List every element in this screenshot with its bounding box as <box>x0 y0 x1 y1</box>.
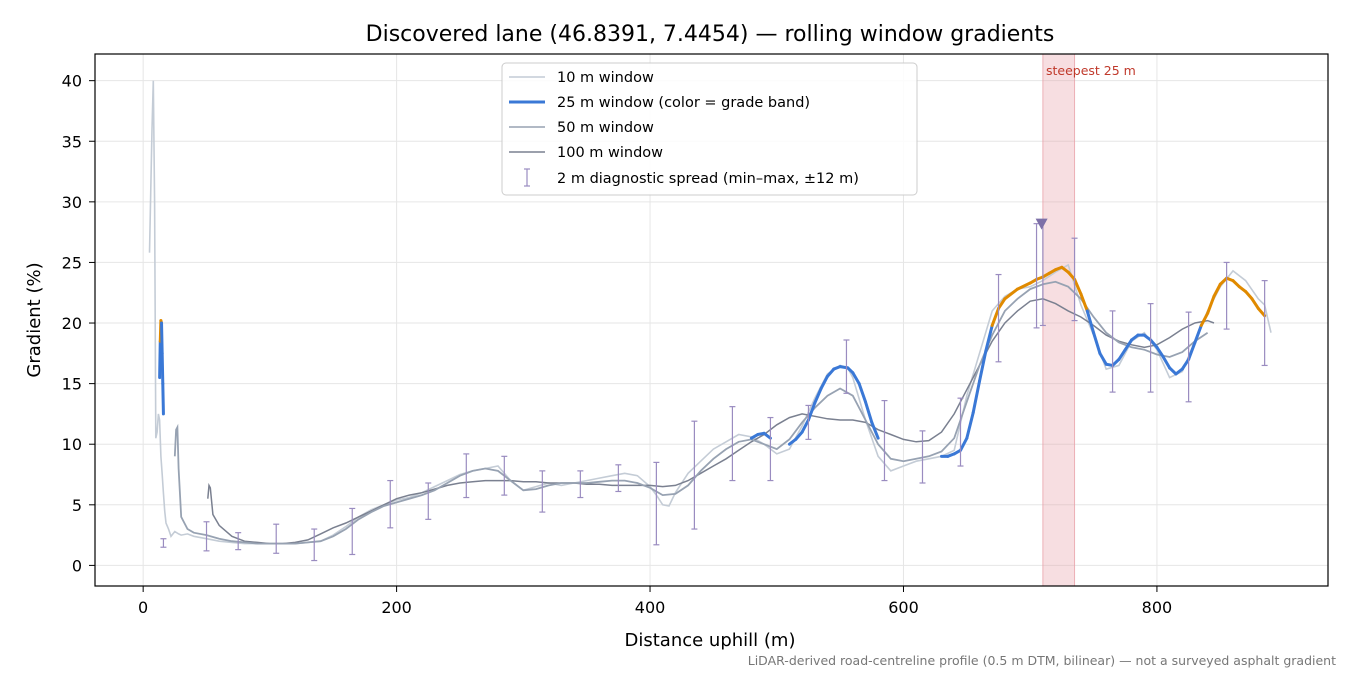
legend-label-10m: 10 m window <box>557 70 654 86</box>
series-50m-line <box>173 280 1209 545</box>
x-tick-label: 0 <box>138 598 148 617</box>
series-25m-segment <box>863 400 874 424</box>
series-25m-segment <box>1250 297 1260 310</box>
series-25m-segment <box>1098 351 1108 366</box>
y-tick-label: 25 <box>62 253 82 272</box>
series-25m-segment <box>825 367 836 378</box>
series-25m-segment <box>1244 290 1254 301</box>
axis-ticks: 0 200 400 600 800 0 5 10 15 20 25 30 35 40 <box>62 72 1173 617</box>
x-axis-label: Distance uphill (m) <box>625 630 796 651</box>
series-25m-segment <box>806 401 817 422</box>
series-25m-segment <box>1016 281 1032 291</box>
series-25m-segment <box>990 306 1001 327</box>
y-tick-label: 0 <box>72 556 82 575</box>
series-25m-segment <box>857 382 867 404</box>
y-tick-label: 15 <box>62 375 82 394</box>
series-25m-segment <box>851 371 861 386</box>
series-25m-segment <box>984 323 994 353</box>
series-25m-segment <box>800 418 810 434</box>
legend-label-50m: 50 m window <box>557 120 654 136</box>
series-25m-segment <box>158 339 162 380</box>
series-25m-segment <box>1085 309 1096 335</box>
series-25m-segment <box>160 351 165 386</box>
series-25m-segment <box>997 297 1007 310</box>
series-25m-segment <box>794 430 804 441</box>
series-25m-segment <box>1066 270 1077 281</box>
y-tick-label: 35 <box>62 132 82 151</box>
series-25m-segment <box>978 349 988 383</box>
series-25m-segment <box>1193 323 1203 344</box>
series-25m-segment <box>1003 287 1020 301</box>
series-25m-segment <box>971 379 982 415</box>
series-25m-segment <box>1123 338 1134 352</box>
legend-label-100m: 100 m window <box>557 145 663 161</box>
legend-swatch-spread <box>524 168 530 187</box>
series-25m-segment <box>1256 306 1267 318</box>
y-tick-label: 10 <box>62 435 82 454</box>
series-25m-segment <box>1092 331 1102 355</box>
series-layer <box>148 80 1272 545</box>
legend-label-spread: 2 m diagnostic spread (min–max, ±12 m) <box>557 171 859 187</box>
series-25m-segment <box>813 386 823 405</box>
series-25m-segment <box>1199 311 1210 327</box>
series-25m-segment <box>762 431 772 440</box>
legend-label-25m: 25 m window (color = grade band) <box>557 95 810 111</box>
plot-frame <box>94 53 1329 587</box>
x-tick-label: 200 <box>381 598 412 617</box>
footnote: LiDAR-derived road-centreline profile (0… <box>748 653 1336 668</box>
legend: 10 m window 25 m window (color = grade b… <box>501 62 918 196</box>
series-25m-segment <box>1180 357 1191 371</box>
series-25m-segment <box>870 420 880 440</box>
series-25m-segment <box>1073 277 1083 296</box>
y-tick-label: 40 <box>62 72 82 91</box>
chart-title: Discovered lane (46.8391, 7.4454) — roll… <box>366 22 1055 47</box>
legend-box <box>501 62 918 196</box>
series-25m-segment <box>1079 292 1089 313</box>
series-10m-line <box>148 80 1272 545</box>
series-25m-segment <box>1149 338 1159 349</box>
y-tick-label: 20 <box>62 314 82 333</box>
series-25m-segment <box>160 321 164 355</box>
steepest-marker <box>1035 218 1048 230</box>
series-25m-segment <box>1187 340 1197 361</box>
highlight-label: steepest 25 m <box>1046 63 1136 78</box>
series-25m-segment <box>819 374 829 390</box>
series-25m-segment <box>1212 282 1222 298</box>
x-tick-label: 600 <box>888 598 919 617</box>
series-25m-segment <box>1117 348 1127 361</box>
x-tick-label: 800 <box>1142 598 1173 617</box>
y-axis-label: Gradient (%) <box>24 262 45 377</box>
x-tick-label: 400 <box>635 598 666 617</box>
y-tick-label: 5 <box>72 496 82 515</box>
steepest-highlight <box>1042 53 1076 587</box>
error-bars <box>160 218 1268 562</box>
steepest-band <box>1042 53 1076 587</box>
y-tick-label: 30 <box>62 193 82 212</box>
series-25m-segment <box>959 436 969 452</box>
series-25m-segment <box>1206 294 1216 315</box>
series-25m-segment <box>1161 355 1172 370</box>
series-25m-segment <box>161 382 165 416</box>
series-25m-segment <box>965 411 975 440</box>
series-25m-segment <box>1155 345 1165 359</box>
